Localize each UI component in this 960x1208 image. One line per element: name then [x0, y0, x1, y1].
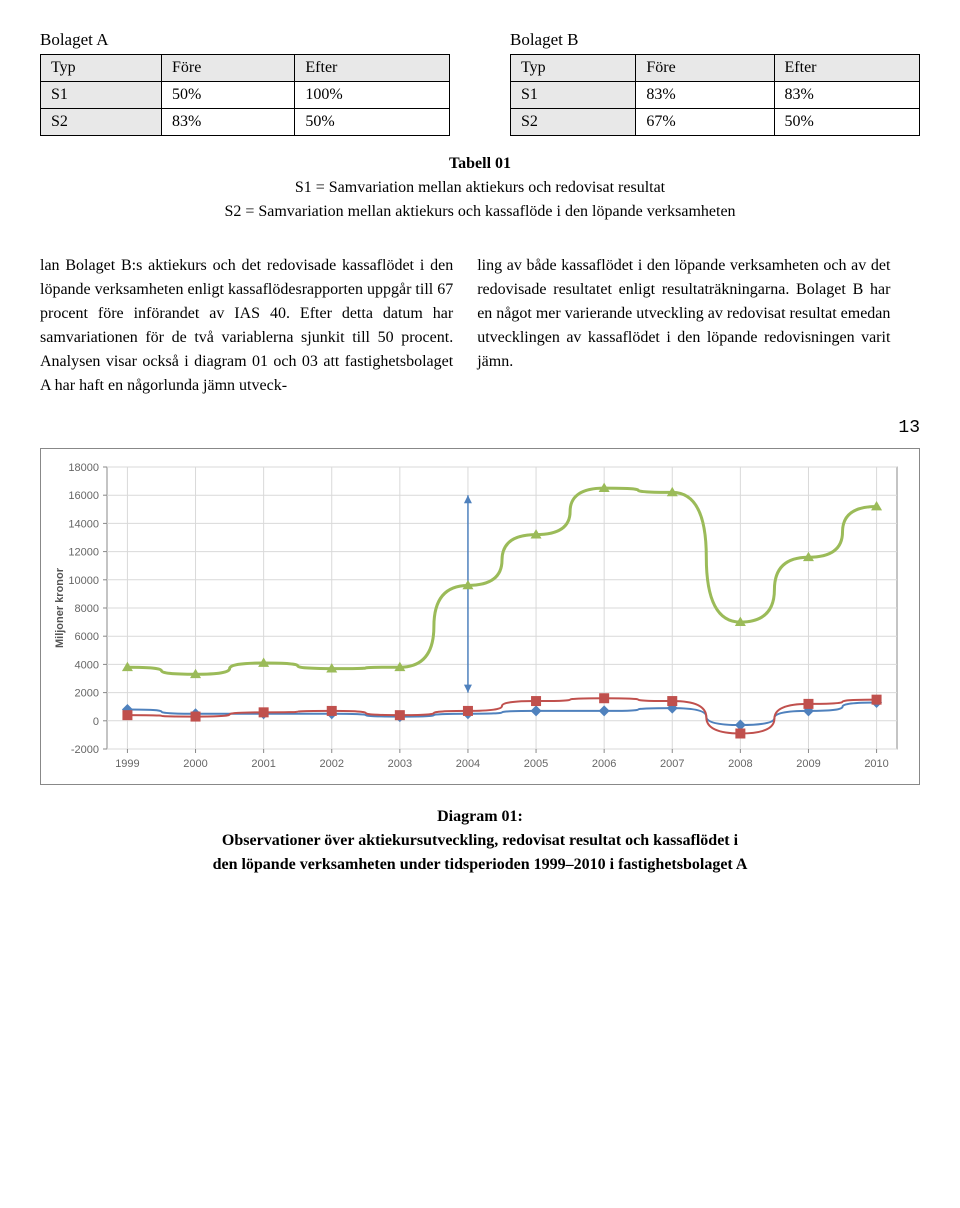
table-b-wrapper: Bolaget B Typ Före Efter S1 83% 83% S2 6… — [510, 30, 920, 136]
chart-caption: Diagram 01: Observationer över aktiekurs… — [40, 805, 920, 877]
cell: 50% — [295, 109, 450, 136]
cell: 83% — [636, 82, 774, 109]
cell: 67% — [636, 109, 774, 136]
tabell-label: Tabell 01 — [449, 155, 511, 172]
table-a-title: Bolaget A — [40, 30, 450, 50]
cell: 50% — [774, 109, 919, 136]
svg-text:2001: 2001 — [251, 758, 275, 770]
body-columns: lan Bolaget B:s aktiekurs och det redovi… — [40, 254, 890, 398]
table-a: Typ Före Efter S1 50% 100% S2 83% 50% — [40, 54, 450, 136]
svg-text:12000: 12000 — [68, 547, 99, 559]
chart-container: -2000 0 2000 4000 6000 8000 10000 12000 14000 160… — [40, 448, 920, 785]
svg-text:2002: 2002 — [319, 758, 343, 770]
svg-text:Miljoner kronor: Miljoner kronor — [54, 567, 66, 648]
svg-text:18000: 18000 — [68, 462, 99, 474]
body-col-1: lan Bolaget B:s aktiekurs och det redovi… — [40, 254, 453, 398]
page-number: 13 — [898, 288, 920, 438]
svg-text:2008: 2008 — [728, 758, 752, 770]
svg-text:2004: 2004 — [456, 758, 480, 770]
th: Efter — [295, 55, 450, 82]
svg-text:2009: 2009 — [796, 758, 820, 770]
caption-title: Diagram 01: — [437, 808, 523, 825]
tabell-line2: S2 = Samvariation mellan aktiekurs och k… — [40, 200, 920, 224]
cell: S1 — [511, 82, 636, 109]
svg-text:2010: 2010 — [864, 758, 888, 770]
svg-text:2006: 2006 — [592, 758, 616, 770]
svg-text:2007: 2007 — [660, 758, 684, 770]
svg-text:8000: 8000 — [75, 603, 99, 615]
table-row: S2 83% 50% — [41, 109, 450, 136]
caption-line1: Observationer över aktiekursutveckling, … — [222, 832, 738, 849]
table-row: S1 83% 83% — [511, 82, 920, 109]
body-wrap: lan Bolaget B:s aktiekurs och det redovi… — [40, 254, 920, 438]
svg-text:4000: 4000 — [75, 659, 99, 671]
cell: 83% — [774, 82, 919, 109]
table-b-title: Bolaget B — [510, 30, 920, 50]
cell: S1 — [41, 82, 162, 109]
cell: 100% — [295, 82, 450, 109]
table-row: S2 67% 50% — [511, 109, 920, 136]
tabell-caption: Tabell 01 S1 = Samvariation mellan aktie… — [40, 152, 920, 224]
cell: S2 — [511, 109, 636, 136]
tables-row: Bolaget A Typ Före Efter S1 50% 100% S2 … — [40, 30, 920, 136]
svg-text:16000: 16000 — [68, 490, 99, 502]
svg-text:2000: 2000 — [183, 758, 207, 770]
th: Typ — [511, 55, 636, 82]
table-a-wrapper: Bolaget A Typ Före Efter S1 50% 100% S2 … — [40, 30, 450, 136]
svg-text:2000: 2000 — [75, 688, 99, 700]
svg-text:1999: 1999 — [115, 758, 139, 770]
svg-text:14000: 14000 — [68, 518, 99, 530]
svg-text:2005: 2005 — [524, 758, 548, 770]
body-col-2: ling av både kassaflödet i den löpande v… — [477, 254, 890, 398]
th: Före — [162, 55, 295, 82]
cell: 50% — [162, 82, 295, 109]
th: Efter — [774, 55, 919, 82]
table-row: S1 50% 100% — [41, 82, 450, 109]
line-chart: -2000 0 2000 4000 6000 8000 10000 12000 14000 160… — [49, 457, 909, 777]
th: Före — [636, 55, 774, 82]
caption-line2: den löpande verksamheten under tidsperio… — [213, 856, 748, 873]
table-b: Typ Före Efter S1 83% 83% S2 67% 50% — [510, 54, 920, 136]
svg-text:2003: 2003 — [388, 758, 412, 770]
cell: 83% — [162, 109, 295, 136]
th: Typ — [41, 55, 162, 82]
tabell-line1: S1 = Samvariation mellan aktiekurs och r… — [40, 176, 920, 200]
svg-text:-2000: -2000 — [71, 744, 99, 756]
svg-text:6000: 6000 — [75, 631, 99, 643]
svg-text:0: 0 — [93, 716, 99, 728]
svg-text:10000: 10000 — [68, 575, 99, 587]
cell: S2 — [41, 109, 162, 136]
